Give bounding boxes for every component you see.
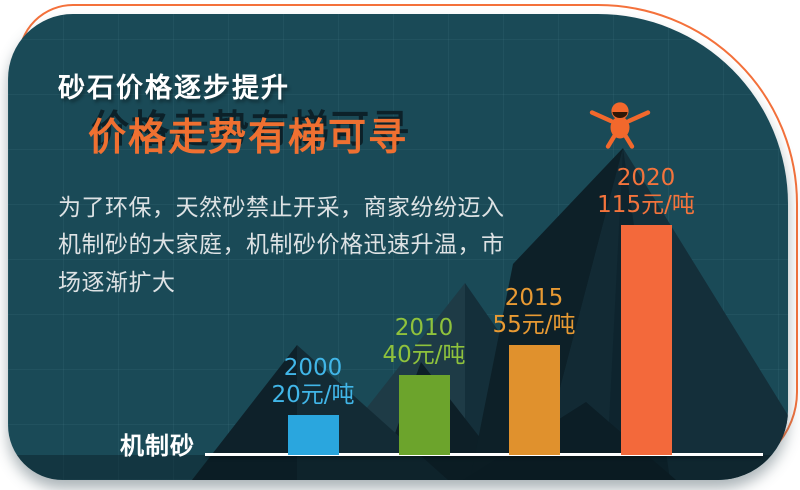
bar-year: 2010 <box>394 315 454 341</box>
bar-2010 <box>398 375 450 455</box>
bar-value: 55元/吨 <box>492 312 576 338</box>
description-text: 为了环保，天然砂禁止开采，商家纷纷迈入机制砂的大家庭，机制砂价格迅速升温，市场逐… <box>58 195 505 296</box>
page-subtitle: 价格走势有梯可寻 <box>88 115 409 159</box>
bar-value: 40元/吨 <box>382 342 466 368</box>
page-title: 砂石价格逐步提升 <box>58 73 290 104</box>
bar-value: 115元/吨 <box>597 192 695 218</box>
baseline-axis <box>205 453 763 456</box>
bar-group-2010: 2010 40元/吨 <box>359 315 489 455</box>
bar-group-2015: 2015 55元/吨 <box>469 285 599 455</box>
bar-group-2020: 2020 115元/吨 <box>581 165 711 455</box>
card: 砂石价格逐步提升 价格走势有梯可寻 为了环保，天然砂禁止开采，商家纷纷迈入机制砂… <box>8 14 788 480</box>
bar-year: 2020 <box>616 165 676 191</box>
x-axis-label: 机制砂 <box>120 432 195 460</box>
bar-label-2020: 2020 115元/吨 <box>597 165 695 219</box>
bar-2015 <box>508 345 560 455</box>
bar-value: 20元/吨 <box>271 382 355 408</box>
person-icon <box>589 102 651 149</box>
bar-year: 2015 <box>504 285 564 311</box>
bar-year: 2000 <box>283 355 343 381</box>
bar-label-2015: 2015 55元/吨 <box>492 285 575 339</box>
bar-group-2000: 2000 20元/吨 <box>248 355 378 455</box>
bar-label-2000: 2000 20元/吨 <box>271 355 354 409</box>
bar-2020 <box>620 225 672 455</box>
bar-label-2010: 2010 40元/吨 <box>382 315 465 369</box>
bar-2000 <box>287 415 339 455</box>
